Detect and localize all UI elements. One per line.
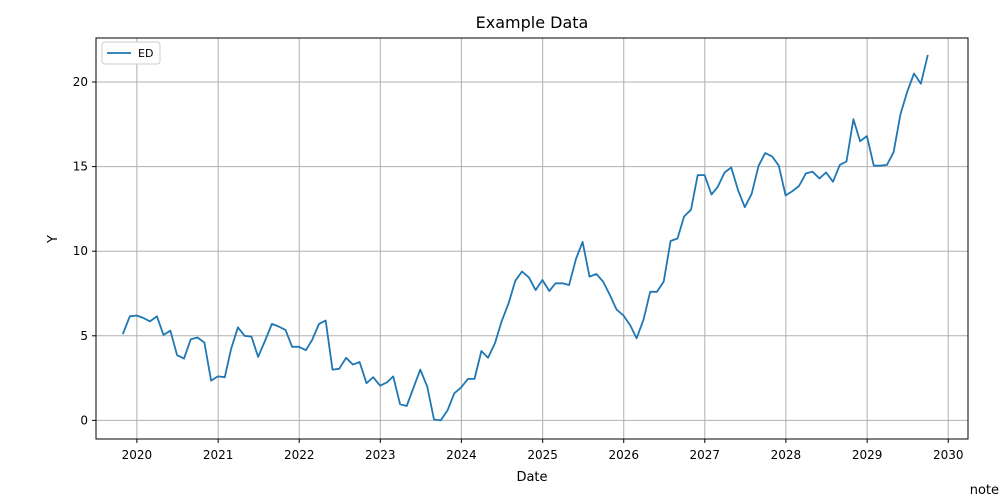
plot-frame: [95, 37, 969, 440]
y-axis-label: Y: [46, 235, 61, 244]
plot-area: [96, 38, 968, 439]
y-tick-label: 5: [80, 329, 88, 343]
x-tick-label: 2024: [446, 448, 477, 462]
y-tick-label: 10: [73, 244, 88, 258]
chart-title: Example Data: [476, 13, 589, 32]
footer-note: note: [969, 483, 999, 498]
series-line-ed: [121, 54, 929, 422]
x-axis: 2020 2021 2022 2023 2024 2025 2026 2027 2028 2029…: [122, 439, 964, 462]
x-tick-label: 2022: [284, 448, 315, 462]
legend-label-ed: ED: [138, 47, 153, 60]
x-tick-label: 2030: [933, 448, 964, 462]
x-tick-label: 2023: [365, 448, 396, 462]
x-tick-label: 2028: [771, 448, 802, 462]
legend: ED: [101, 41, 161, 65]
x-tick-label: 2021: [203, 448, 234, 462]
x-tick-label: 2029: [852, 448, 883, 462]
grid-lines: [96, 38, 968, 439]
x-axis-label: Date: [516, 470, 547, 485]
x-tick-label: 2020: [122, 448, 153, 462]
y-tick-label: 0: [80, 413, 88, 427]
y-tick-label: 15: [73, 160, 88, 174]
y-tick-label: 20: [73, 75, 88, 89]
x-tick-label: 2027: [690, 448, 721, 462]
y-axis: 0 5 10 15 20: [73, 75, 96, 427]
x-tick-label: 2025: [527, 448, 558, 462]
x-tick-label: 2026: [608, 448, 639, 462]
